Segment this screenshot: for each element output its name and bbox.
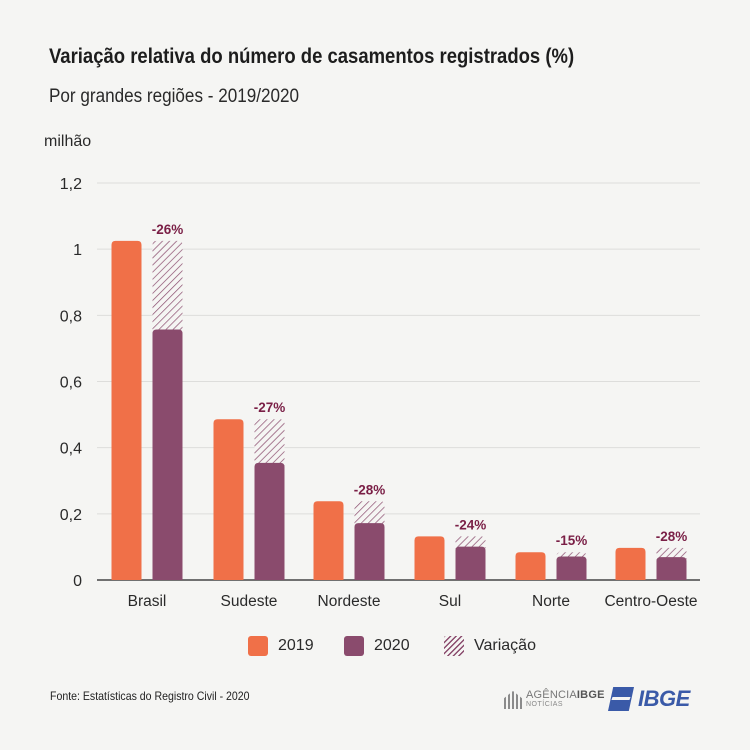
variation-label: -24% xyxy=(455,517,487,532)
x-category-label: Brasil xyxy=(128,593,167,610)
legend-swatch-variacao xyxy=(444,636,464,656)
agencia-logo-icon xyxy=(504,691,522,709)
ibge-logo-text: IBGE xyxy=(638,686,690,711)
y-tick-label: 0,2 xyxy=(60,507,82,524)
legend-item-2020: 2020 xyxy=(344,634,410,658)
bar-2019 xyxy=(414,536,445,580)
variation-label: -28% xyxy=(354,482,386,497)
legend-swatch-2020 xyxy=(344,636,364,656)
bar-2020 xyxy=(354,523,385,580)
bar-2019 xyxy=(615,547,646,580)
legend-label-variacao: Variação xyxy=(474,637,536,654)
bar-2019 xyxy=(515,552,546,580)
x-category-label: Sudeste xyxy=(221,593,278,610)
bar-2020 xyxy=(455,546,486,580)
x-category-label: Sul xyxy=(439,593,461,610)
chart-subtitle: Por grandes regiões - 2019/2020 xyxy=(49,86,300,107)
x-category-label: Centro-Oeste xyxy=(604,593,697,610)
bar-2019 xyxy=(111,240,142,581)
variation-label: -26% xyxy=(152,222,184,237)
bars xyxy=(111,240,687,581)
x-axis-categories: Brasil Sudeste Nordeste Sul Norte Centro-Oest… xyxy=(128,593,698,610)
y-tick-label: 1 xyxy=(73,242,82,259)
legend-item-variacao: Variação xyxy=(444,634,536,658)
y-tick-label: 0,4 xyxy=(60,441,82,458)
agencia-logo-subtext: NOTÍCIAS xyxy=(526,701,564,708)
y-axis-ticks: 0 0,2 0,4 0,6 0,8 1 1,2 xyxy=(60,176,82,590)
x-category-label: Norte xyxy=(532,593,570,610)
chart-title: Variação relativa do número de casamento… xyxy=(49,44,575,68)
variation-label: -27% xyxy=(254,400,286,415)
y-tick-label: 1,2 xyxy=(60,176,82,193)
agencia-ibge-logo: AGÊNCIAIBGE NOTÍCIAS xyxy=(504,687,605,713)
y-tick-label: 0,6 xyxy=(60,375,82,392)
bar-2019 xyxy=(213,419,244,580)
bar-2020 xyxy=(656,557,687,580)
y-tick-label: 0,8 xyxy=(60,308,82,325)
agencia-logo-text: AGÊNCIAIBGE xyxy=(526,689,605,701)
legend: 2019 2020 Variação xyxy=(0,634,750,658)
y-axis-unit-label: milhão xyxy=(44,133,92,150)
variation-label: -28% xyxy=(656,529,688,544)
grid-lines xyxy=(97,182,700,581)
bar-2020 xyxy=(152,329,183,580)
bar-2020 xyxy=(254,462,285,580)
legend-swatch-2019 xyxy=(248,636,268,656)
ibge-logo-icon xyxy=(608,687,634,711)
legend-item-2019: 2019 xyxy=(248,634,314,658)
bar-2019 xyxy=(313,501,344,580)
variation-label: -15% xyxy=(556,533,588,548)
source-note: Fonte: Estatísticas do Registro Civil - … xyxy=(50,689,250,703)
bar-2020 xyxy=(556,556,587,580)
legend-label-2019: 2019 xyxy=(278,637,314,654)
data-labels: -26% -27% -28% -24% -15% -28% xyxy=(152,222,688,548)
legend-label-2020: 2020 xyxy=(374,637,410,654)
ibge-logo: IBGE xyxy=(608,685,690,713)
y-tick-label: 0 xyxy=(73,573,82,590)
x-category-label: Nordeste xyxy=(318,593,381,610)
